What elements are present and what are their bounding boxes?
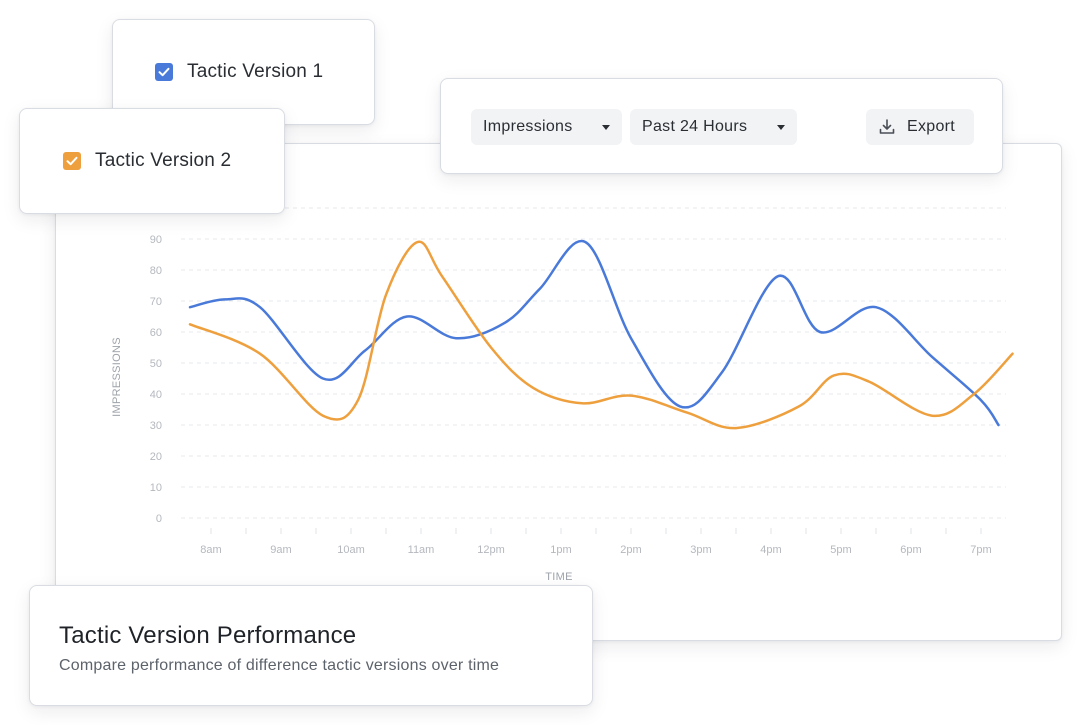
y-tick-label: 0	[156, 513, 162, 525]
checkbox-tactic-version-2[interactable]	[63, 152, 81, 170]
y-tick-label: 40	[150, 389, 162, 401]
y-tick-label: 20	[150, 451, 162, 463]
metric-dropdown-label: Impressions	[483, 118, 573, 135]
export-button[interactable]: Export	[866, 109, 974, 145]
x-tick-label: 2pm	[620, 544, 641, 556]
time-period-dropdown[interactable]: Past 24 Hours	[630, 109, 797, 145]
x-axis-ticks	[210, 528, 982, 534]
x-axis-labels: 8am 9am 10am 11am 12pm 1pm 2pm 3pm 4pm 5pm 6pm 7pm	[200, 544, 991, 556]
metric-dropdown[interactable]: Impressions	[471, 109, 622, 145]
caret-down-icon	[777, 124, 785, 130]
x-tick-label: 8am	[200, 544, 221, 556]
chart-card: 0 10 20 30 40 50 60 70 80 90 8am 9am 10am 11am 12pm 1p…	[55, 143, 1062, 641]
line-chart: 0 10 20 30 40 50 60 70 80 90 8am 9am 10am 11am 12pm 1p…	[111, 207, 1014, 583]
series-line-tactic-version-1	[188, 239, 1000, 427]
x-tick-label: 3pm	[690, 544, 711, 556]
download-icon	[878, 118, 896, 136]
y-tick-label: 90	[150, 234, 162, 246]
caret-down-icon	[602, 124, 610, 130]
x-tick-label: 7pm	[970, 544, 991, 556]
legend-label: Tactic Version 1	[187, 61, 324, 82]
y-axis-labels: 0 10 20 30 40 50 60 70 80 90	[150, 234, 162, 525]
series-lines	[188, 239, 1014, 430]
time-period-dropdown-label: Past 24 Hours	[642, 118, 748, 135]
legend-label: Tactic Version 2	[95, 150, 232, 171]
chart-toolbar: Impressions Past 24 Hours Export	[440, 78, 1003, 174]
legend-item-tactic-version-2[interactable]: Tactic Version 2	[19, 108, 285, 214]
x-tick-label: 1pm	[550, 544, 571, 556]
checkbox-tactic-version-1[interactable]	[155, 63, 173, 81]
x-tick-label: 11am	[408, 544, 435, 556]
y-tick-label: 30	[150, 420, 162, 432]
series-line-tactic-version-2	[188, 240, 1014, 430]
x-tick-label: 10am	[337, 544, 365, 556]
checkmark-icon	[158, 67, 170, 77]
export-button-label: Export	[907, 118, 956, 135]
page-title: Tactic Version Performance	[59, 622, 357, 649]
x-tick-label: 4pm	[760, 544, 781, 556]
x-tick-label: 5pm	[830, 544, 851, 556]
page-subtitle: Compare performance of difference tactic…	[59, 657, 500, 674]
chart-title-card: Tactic Version Performance Compare perfo…	[29, 585, 593, 706]
y-tick-label: 50	[150, 358, 162, 370]
checkmark-icon	[66, 156, 78, 166]
y-tick-label: 60	[150, 327, 162, 339]
x-tick-label: 12pm	[477, 544, 505, 556]
grid-lines	[181, 207, 1006, 519]
x-tick-label: 9am	[270, 544, 291, 556]
x-tick-label: 6pm	[900, 544, 921, 556]
x-axis-title: TIME	[545, 571, 572, 583]
y-axis-title: IMPRESSIONS	[111, 337, 123, 417]
y-tick-label: 70	[150, 296, 162, 308]
y-tick-label: 80	[150, 265, 162, 277]
y-tick-label: 10	[150, 482, 162, 494]
